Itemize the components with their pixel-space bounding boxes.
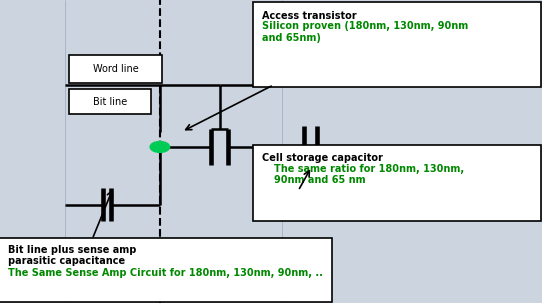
Text: Access transistor: Access transistor bbox=[262, 11, 357, 21]
Circle shape bbox=[150, 142, 170, 152]
Text: The same ratio for 180nm, 130nm,
90nm and 65 nm: The same ratio for 180nm, 130nm, 90nm an… bbox=[274, 164, 464, 185]
FancyBboxPatch shape bbox=[253, 2, 541, 87]
FancyBboxPatch shape bbox=[69, 55, 162, 83]
FancyBboxPatch shape bbox=[69, 89, 151, 114]
Text: The Same Sense Amp Circuit for 180nm, 130nm, 90nm, ..: The Same Sense Amp Circuit for 180nm, 13… bbox=[8, 268, 323, 278]
Text: Word line: Word line bbox=[93, 64, 138, 74]
Text: Bit line plus sense amp
parasitic capacitance: Bit line plus sense amp parasitic capaci… bbox=[8, 245, 137, 266]
FancyBboxPatch shape bbox=[0, 238, 332, 302]
Text: Cell storage capacitor: Cell storage capacitor bbox=[262, 153, 383, 163]
Text: Bit line: Bit line bbox=[93, 97, 127, 107]
FancyBboxPatch shape bbox=[253, 145, 541, 221]
Text: Silicon proven (180nm, 130nm, 90nm
and 65nm): Silicon proven (180nm, 130nm, 90nm and 6… bbox=[262, 21, 469, 43]
